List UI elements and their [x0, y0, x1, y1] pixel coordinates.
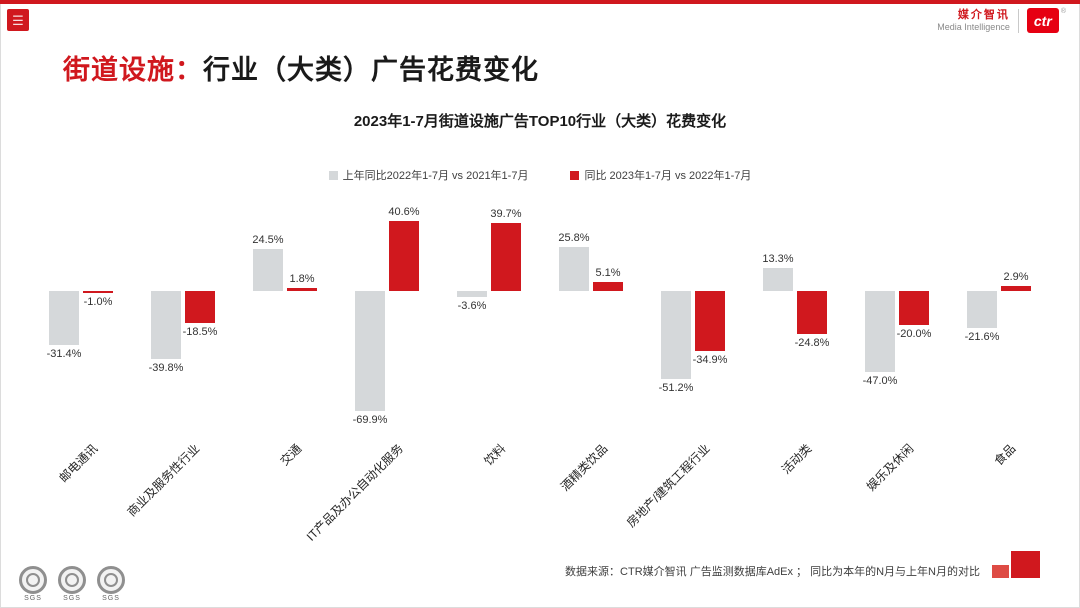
sgs-stamp-icon: [58, 566, 86, 594]
bar-previous-period: [355, 291, 385, 412]
sgs-badge: SGS: [16, 566, 50, 602]
bar-current-period: [695, 291, 725, 352]
category-label: 房地产/建筑工程行业: [623, 441, 713, 531]
bar-value-label: -51.2%: [658, 382, 694, 395]
bar-value-label: -24.8%: [794, 336, 830, 349]
bar-current-period: [287, 287, 317, 291]
legend-item-current-period: 同比 2023年1-7月 vs 2022年1-7月: [570, 167, 751, 183]
bar-current-period: [491, 222, 521, 291]
legend-label-previous: 上年同比2022年1-7月 vs 2021年1-7月: [342, 170, 529, 182]
chart-legend: 上年同比2022年1-7月 vs 2021年1-7月 同比 2023年1-7月 …: [0, 167, 1080, 183]
chart-title: 2023年1-7月街道设施广告TOP10行业（大类）花费变化: [353, 113, 727, 130]
category-axis: 邮电通讯 商业及服务性行业 交通 IT产品及办公自动化服务 饮料 酒精类饮品 房地产/建筑工…: [30, 436, 1050, 548]
category-label: 活动类: [778, 441, 815, 477]
category-label: 食品: [991, 441, 1019, 469]
bar-previous-period: [661, 291, 691, 380]
mini-bar-icon: [992, 565, 1009, 578]
bar-current-period: [593, 282, 623, 291]
bar-value-label: -1.0%: [83, 296, 113, 308]
sgs-badge-label: SGS: [102, 595, 120, 602]
category-label: 邮电通讯: [56, 441, 101, 486]
category-label: 娱乐及休闲: [863, 441, 917, 494]
sgs-badge: SGS: [55, 566, 89, 602]
category-label: 商业及服务性行业: [124, 441, 203, 520]
sgs-badge-label: SGS: [63, 595, 81, 602]
category-label: 酒精类饮品: [557, 441, 611, 494]
bar-current-period: [83, 291, 113, 293]
bar-value-label: -34.9%: [692, 354, 728, 367]
bar-value-label: -31.4%: [46, 348, 82, 360]
bar-current-period: [899, 291, 929, 326]
bar-current-period: [1001, 286, 1031, 291]
footer-bars-decoration: [992, 551, 1040, 578]
bar-value-label: -18.5%: [182, 325, 218, 338]
category-label: 饮料: [481, 441, 509, 469]
bar-value-label: -47.0%: [862, 374, 898, 387]
bar-current-period: [185, 291, 215, 323]
bar-value-label: -21.6%: [964, 331, 1000, 344]
category-label: 交通: [277, 441, 305, 469]
page-title-main: 行业（大类）广告花费变化: [203, 55, 539, 85]
bar-value-label: 2.9%: [1003, 271, 1029, 283]
legend-item-previous-period: 上年同比2022年1-7月 vs 2021年1-7月: [328, 167, 529, 183]
page-title: 街道设施：行业（大类）广告花费变化: [63, 48, 539, 87]
sgs-badge: SGS: [94, 566, 128, 602]
bar-previous-period: [865, 291, 895, 372]
menu-button[interactable]: ☰: [7, 9, 29, 31]
bar-current-period: [389, 221, 419, 291]
bar-value-label: -39.8%: [148, 362, 184, 375]
registered-mark-icon: ®: [1060, 8, 1066, 15]
bar-previous-period: [763, 268, 793, 291]
mini-bar-icon: [1011, 551, 1040, 578]
bar-previous-period: [457, 291, 487, 298]
bar-value-label: 13.3%: [762, 253, 794, 266]
bar-current-period: [797, 291, 827, 334]
bar-value-label: 40.6%: [388, 206, 420, 219]
bar-previous-period: [49, 291, 79, 345]
bar-value-label: 39.7%: [490, 207, 522, 220]
bar-value-label: -3.6%: [457, 300, 487, 313]
brand-area: 媒介智讯 Media Intelligence ctr ®: [937, 8, 1066, 33]
legend-swatch-gray: [328, 170, 338, 180]
brand-name-cn: 媒介智讯: [957, 8, 1010, 21]
bar-value-label: 25.8%: [558, 231, 590, 244]
top-accent-strip: [0, 0, 1080, 4]
category-label: IT产品及办公自动化服务: [304, 441, 407, 544]
bar-value-label: -69.9%: [352, 414, 388, 427]
hamburger-icon: ☰: [12, 12, 24, 28]
bar-value-label: 1.8%: [289, 272, 315, 285]
sgs-stamp-icon: [19, 566, 47, 594]
brand-text: 媒介智讯 Media Intelligence: [937, 9, 1010, 33]
brand-name-en: Media Intelligence: [937, 21, 1010, 32]
data-source-note: 数据来源：CTR媒介智讯 广告监测数据库AdEx ； 同比为本年的N月与上年N月…: [565, 566, 980, 578]
bar-value-label: 24.5%: [252, 233, 284, 246]
bar-value-label: 5.1%: [595, 267, 621, 280]
bar-previous-period: [253, 248, 283, 291]
bar-previous-period: [559, 246, 589, 291]
bar-previous-period: [967, 291, 997, 329]
legend-label-current: 同比 2023年1-7月 vs 2022年1-7月: [584, 170, 752, 182]
brand-divider: [1017, 8, 1019, 33]
sgs-badge-label: SGS: [24, 595, 42, 602]
legend-swatch-red: [570, 170, 580, 180]
bar-previous-period: [151, 291, 181, 360]
bar-chart: -31.4% -1.0% -39.8% -18.5% 24.5% 1.8% -69.9% 40…: [30, 196, 1050, 436]
page-title-prefix: 街道设施：: [63, 55, 203, 85]
ctr-logo: ctr: [1026, 8, 1059, 33]
sgs-stamp-icon: [97, 566, 125, 594]
bar-value-label: -20.0%: [896, 328, 932, 341]
certification-badges: SGS SGS SGS: [16, 566, 128, 602]
